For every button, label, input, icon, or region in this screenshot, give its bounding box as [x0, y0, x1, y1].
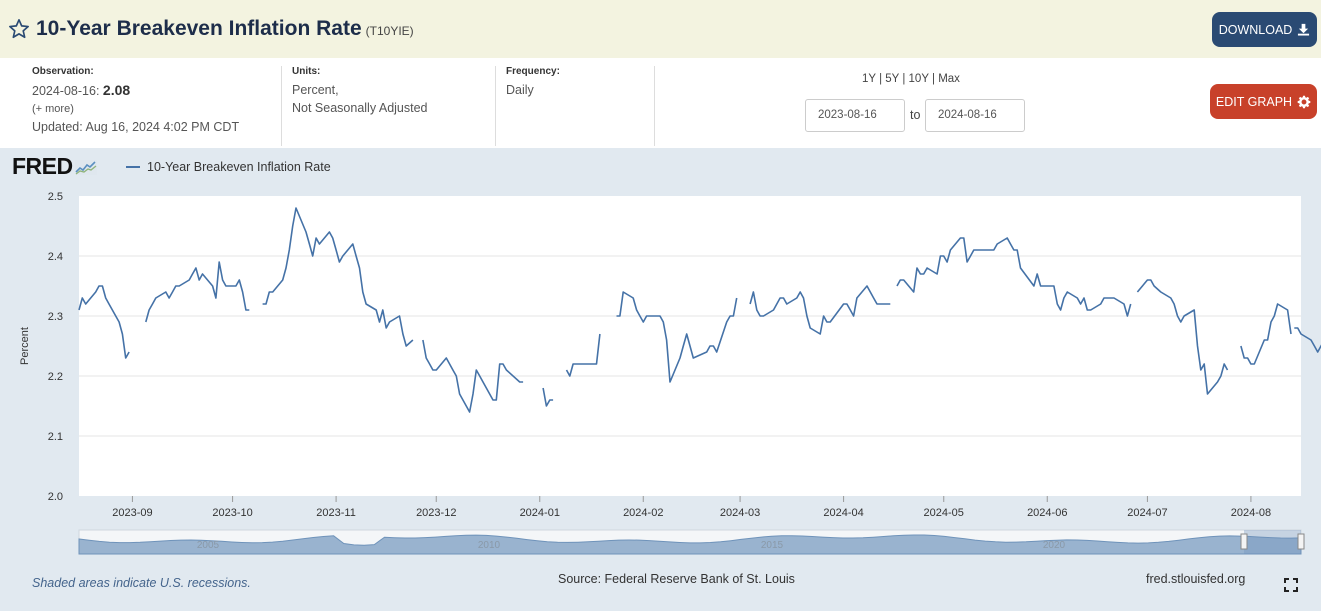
chart-legend: 10-Year Breakeven Inflation Rate: [126, 160, 331, 174]
range-1y-link[interactable]: 1Y: [862, 73, 876, 85]
page-title: 10-Year Breakeven Inflation Rate (T10YIE): [36, 17, 414, 41]
y-tick-label: 2.2: [48, 371, 63, 383]
series-id: (T10YIE): [365, 24, 414, 38]
star-outline-icon[interactable]: [8, 18, 30, 40]
frequency-label: Frequency:: [506, 66, 560, 77]
y-axis-label: Percent: [19, 327, 31, 365]
navigator-area: [78, 534, 1302, 555]
y-tick-label: 2.1: [48, 431, 63, 443]
range-links: 1Y | 5Y | 10Y | Max: [862, 73, 960, 85]
x-tick-label: 2023-10: [212, 507, 252, 519]
x-tick-label: 2024-05: [924, 507, 964, 519]
navigator-handle: [1240, 533, 1248, 550]
updated-text: Updated: Aug 16, 2024 4:02 PM CDT: [32, 120, 240, 134]
series-line: [78, 285, 130, 359]
range-5y-link[interactable]: 5Y: [885, 73, 900, 85]
observation-value: 2.08: [102, 82, 131, 98]
observation-date: 2024-08-16:: [32, 84, 100, 98]
start-date-input[interactable]: 2023-08-16: [805, 99, 905, 132]
navigator-label: 2005: [197, 540, 220, 551]
series-line: [616, 291, 738, 383]
range-10y-link[interactable]: 10Y: [908, 73, 929, 85]
units-block: Units: Percent, Not Seasonally Adjusted: [281, 66, 495, 146]
series-line: [262, 207, 414, 347]
y-tick-label: 2.3: [48, 311, 63, 323]
observation-label: Observation:: [32, 66, 94, 77]
gear-icon: [1297, 95, 1311, 108]
series-line: [1294, 327, 1321, 353]
more-link[interactable]: (+ more): [32, 103, 74, 115]
frequency-value: Daily: [506, 83, 534, 97]
download-icon: [1298, 23, 1310, 36]
y-tick-label: 2.5: [48, 191, 63, 203]
recession-note: Shaded areas indicate U.S. recessions.: [32, 576, 251, 590]
site-url[interactable]: fred.stlouisfed.org: [1146, 572, 1246, 586]
fred-logo: FRED: [12, 153, 97, 180]
x-tick-label: 2023-11: [316, 507, 356, 519]
frequency-block: Frequency: Daily: [495, 66, 655, 146]
navigator-label: 2020: [1043, 540, 1066, 551]
graph-panel: 2.0 2.1 2.2 2.3 2.4 2.5 2023-09 2023-10 2023-11 2…: [0, 148, 1321, 611]
x-tick-label: 2024-06: [1027, 507, 1067, 519]
fred-logo-graph-icon: [74, 160, 97, 175]
x-tick-label: 2023-12: [416, 507, 456, 519]
download-button[interactable]: DOWNLOAD: [1212, 12, 1317, 47]
units-line2: Not Seasonally Adjusted: [292, 101, 428, 115]
series-line: [896, 237, 1132, 317]
edit-graph-label: EDIT GRAPH: [1215, 94, 1293, 109]
x-tick-label: 2024-01: [520, 507, 560, 519]
title-bar: 10-Year Breakeven Inflation Rate (T10YIE)…: [0, 0, 1321, 58]
series-line: [1240, 303, 1292, 365]
chart: 2.0 2.1 2.2 2.3 2.4 2.5 2023-09 2023-10 2023-11 2…: [19, 191, 1321, 555]
units-line1: Percent,: [292, 83, 339, 97]
download-label: DOWNLOAD: [1218, 22, 1293, 37]
units-label: Units:: [292, 66, 321, 77]
y-tick-label: 2.4: [48, 251, 63, 263]
y-tick-label: 2.0: [48, 491, 63, 503]
source-text: Source: Federal Reserve Bank of St. Loui…: [558, 572, 795, 586]
range-max-link[interactable]: Max: [938, 73, 960, 85]
edit-graph-button[interactable]: EDIT GRAPH: [1210, 84, 1317, 119]
x-tick-label: 2024-04: [823, 507, 863, 519]
fullscreen-icon[interactable]: [1284, 578, 1298, 592]
x-tick-label: 2024-02: [623, 507, 663, 519]
series-line: [145, 261, 250, 323]
navigator-window: [1244, 530, 1301, 554]
series-line: [422, 339, 524, 413]
navigator-handle: [1297, 533, 1305, 550]
range-sep: |: [879, 73, 883, 85]
series-line: [565, 333, 601, 377]
series-title: 10-Year Breakeven Inflation Rate: [36, 17, 362, 40]
range-sep: |: [902, 73, 906, 85]
navigator-label: 2015: [761, 540, 784, 551]
observation-block: Observation: 2024-08-16: 2.08 (+ more) U…: [32, 66, 282, 146]
x-tick-label: 2024-03: [720, 507, 760, 519]
to-label: to: [910, 108, 921, 122]
navigator-label: 2010: [478, 540, 501, 551]
x-tick-label: 2024-07: [1127, 507, 1167, 519]
range-sep: |: [932, 73, 935, 85]
series-line: [1136, 279, 1229, 395]
end-date-input[interactable]: 2024-08-16: [925, 99, 1025, 132]
x-tick-label: 2023-09: [112, 507, 152, 519]
series-line: [749, 285, 891, 335]
legend-swatch: [126, 166, 140, 168]
series-line: [542, 387, 554, 407]
legend-label: 10-Year Breakeven Inflation Rate: [147, 160, 331, 174]
x-tick-label: 2024-08: [1231, 507, 1271, 519]
